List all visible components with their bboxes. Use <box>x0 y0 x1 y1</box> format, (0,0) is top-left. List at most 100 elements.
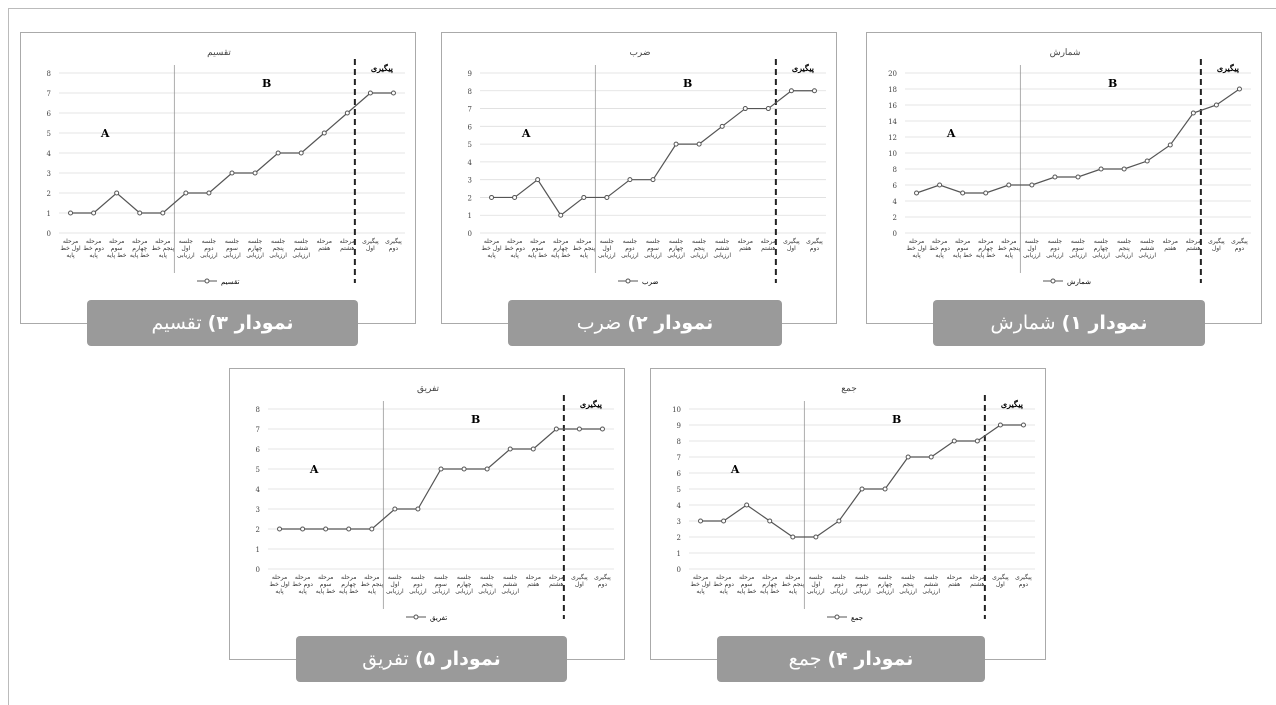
data-point <box>1121 166 1127 172</box>
y-tick-label: 1 <box>677 550 681 558</box>
chart: جمع 0 1 2 3 4 5 6 7 8 9 10 A B پیگیری جمع <box>672 384 1035 622</box>
annotation: A <box>730 463 740 476</box>
y-tick-label: 3 <box>677 518 681 526</box>
legend-label: تفریق <box>430 614 447 622</box>
caption-text: شمارش <box>990 312 1056 334</box>
caption-text: جمع <box>788 648 822 670</box>
caption-text: ضرب <box>576 312 622 334</box>
x-tick-label: مرحله سوم خط پایه <box>527 238 548 259</box>
y-tick-label: 14 <box>888 118 897 126</box>
y-tick-label: 5 <box>468 141 472 149</box>
caption: نمودار ۴) جمع <box>717 636 985 682</box>
data-point <box>1167 142 1173 148</box>
data-point <box>229 170 235 176</box>
annotation: پیگیری <box>792 63 815 74</box>
x-tick-label: مرحله پنجم خط پایه <box>572 238 596 259</box>
data-point <box>91 210 97 216</box>
data-point <box>1236 86 1242 92</box>
y-tick-label: 0 <box>893 230 897 238</box>
data-point <box>698 518 704 524</box>
x-tick-label: مرحله سوم خط پایه <box>952 238 973 259</box>
data-point <box>367 90 373 96</box>
x-tick-label: جلسه دوم ارزیابی <box>1046 238 1064 259</box>
data-point <box>765 106 771 112</box>
data-point <box>719 123 725 129</box>
x-tick-label: مرحله سوم خط پایه <box>106 238 127 259</box>
data-point <box>323 526 329 532</box>
y-tick-label: 6 <box>468 123 473 131</box>
caption: نمودار ۳) تقسیم <box>87 300 358 346</box>
x-tick-label: جلسه دوم ارزیابی <box>621 238 639 259</box>
x-tick-label: مرحله سوم خط پایه <box>736 574 757 595</box>
x-tick-label: مرحله پنجم خط پایه <box>997 238 1021 259</box>
chart-title: تقسیم <box>207 48 231 58</box>
chart: تقسیم 0 1 2 3 4 5 6 7 8 A B پیگیری تقسیم <box>47 48 405 286</box>
x-tick-label: مرحله هشتم <box>339 238 356 252</box>
data-point <box>1052 174 1058 180</box>
data-point <box>811 88 817 94</box>
data-point <box>604 194 610 200</box>
x-tick-label: جلسه دوم ارزیابی <box>409 574 427 595</box>
y-tick-label: 4 <box>893 198 898 206</box>
y-tick-label: 16 <box>888 102 897 110</box>
chart-title: تفریق <box>417 384 440 394</box>
y-tick-label: 12 <box>888 134 897 142</box>
x-tick-label: مرحله هفتم <box>316 238 332 252</box>
x-tick-label: پیگیری دوم <box>594 574 611 588</box>
data-point <box>627 177 633 183</box>
y-tick-label: 2 <box>677 534 681 542</box>
chart-title: جمع <box>841 384 857 394</box>
x-tick-label: مرحله دوم خط پایه <box>713 574 734 595</box>
x-tick-label: جلسه چهارم ارزیابی <box>1092 238 1110 259</box>
x-tick-label: جلسه اول ارزیابی <box>177 238 195 259</box>
x-tick-label: جلسه چهارم ارزیابی <box>246 238 264 259</box>
x-tick-label: مرحله هفتم <box>737 238 753 252</box>
x-tick-label: مرحله پنجم خط پایه <box>151 238 175 259</box>
y-tick-label: 8 <box>256 406 260 414</box>
x-tick-label: جلسه سوم ارزیابی <box>853 574 871 595</box>
annotation: پیگیری <box>1001 399 1024 410</box>
x-tick-label: مرحله چهارم خط پایه <box>759 574 780 595</box>
x-tick-label: مرحله دوم خط پایه <box>504 238 525 259</box>
data-point <box>974 438 980 444</box>
y-tick-label: 8 <box>677 438 681 446</box>
data-point <box>859 486 865 492</box>
y-tick-label: 2 <box>468 194 472 202</box>
data-point <box>484 466 490 472</box>
data-point <box>1006 182 1012 188</box>
data-point <box>298 150 304 156</box>
y-tick-label: 0 <box>256 566 260 574</box>
x-tick-label: جلسه چهارم ارزیابی <box>455 574 473 595</box>
chart-panel: تفریق 0 1 2 3 4 5 6 7 8 A B پیگیری تفریق مرحله اول خط … <box>229 368 625 660</box>
chart-panel: ضرب 0 1 2 3 4 5 6 7 8 9 A B پیگیری ضرب مرحله اول خط پای… <box>441 32 837 324</box>
y-tick-label: 2 <box>256 526 260 534</box>
data-point <box>813 534 819 540</box>
x-tick-label: جلسه سوم ارزیابی <box>644 238 662 259</box>
y-tick-label: 0 <box>468 230 472 238</box>
legend-label: ضرب <box>642 278 658 286</box>
y-tick-label: 7 <box>677 454 681 462</box>
data-point <box>696 141 702 147</box>
x-tick-label: پیگیری اول <box>1208 238 1225 252</box>
data-point <box>1098 166 1104 172</box>
data-point <box>1190 110 1196 116</box>
y-tick-label: 7 <box>468 106 472 114</box>
x-tick-label: جلسه ششم ارزیابی <box>501 574 519 595</box>
caption-label: نمودار ۴) <box>827 648 914 670</box>
x-tick-label: مرحله هشتم <box>548 574 565 588</box>
annotation: B <box>1108 77 1117 90</box>
caption-text: تقسیم <box>151 312 202 334</box>
data-point <box>1075 174 1081 180</box>
chart-panel: شمارش 0 2 4 6 8 10 12 14 16 18 20 A B پیگیری شمارش مرحله… <box>866 32 1262 324</box>
data-point <box>767 518 773 524</box>
annotation: پیگیری <box>371 63 394 74</box>
y-tick-label: 8 <box>893 166 897 174</box>
data-point <box>137 210 143 216</box>
x-tick-label: جلسه ششم ارزیابی <box>292 238 310 259</box>
x-tick-label: پیگیری دوم <box>1015 574 1032 588</box>
legend-label: تقسیم <box>221 278 240 286</box>
x-tick-label: جلسه سوم ارزیابی <box>1069 238 1087 259</box>
chart-title: شمارش <box>1050 48 1081 58</box>
legend-marker <box>1050 278 1056 284</box>
